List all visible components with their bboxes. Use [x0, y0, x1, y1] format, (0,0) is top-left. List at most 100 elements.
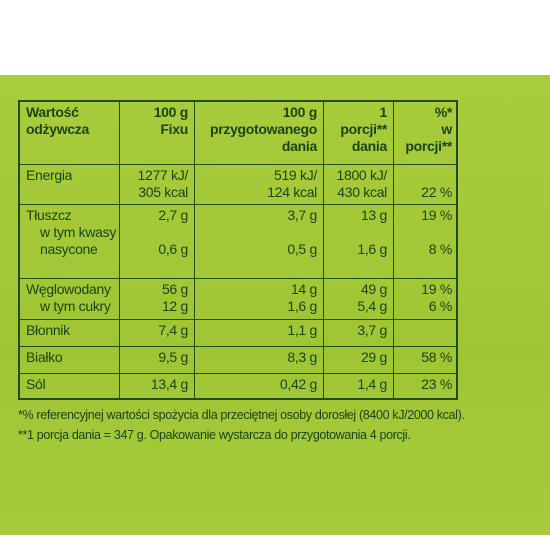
cell-text: 29 g — [360, 349, 387, 365]
table-cell: 19 % 8 % — [394, 205, 458, 279]
cell-text — [400, 224, 452, 241]
cell-text — [400, 322, 452, 339]
cell-text: 6 % — [428, 298, 453, 314]
cell-text: porcji** — [340, 121, 387, 137]
footnote: *% referencyjnej wartości spożycia dla p… — [18, 408, 465, 422]
cell-text: 1,1 g — [287, 322, 317, 338]
table-cell: 8,3 g — [195, 347, 324, 374]
cell-text: 58 % — [421, 349, 452, 365]
table-cell: 1800 kJ/430 kcal — [324, 165, 394, 205]
cell-text: Błonnik — [26, 322, 70, 338]
table-cell: Energia — [20, 165, 120, 205]
table-cell: 13 g 1,6 g — [324, 205, 394, 279]
cell-text: porcji** — [405, 138, 452, 154]
table-cell: 7,4 g — [120, 320, 195, 347]
cell-text: 56 g — [161, 281, 188, 297]
cell-text: 12 g — [161, 298, 188, 314]
cell-text: odżywcza — [26, 121, 89, 137]
table-cell: Białko — [20, 347, 120, 374]
table-cell: 9,5 g — [120, 347, 195, 374]
cell-text: 100 g — [153, 104, 189, 120]
cell-text: 430 kcal — [337, 184, 387, 200]
header-cell: 100 g przygotowanego dania — [195, 102, 324, 165]
cell-text: 1 — [379, 104, 388, 120]
cell-text: 23 % — [421, 376, 452, 392]
cell-text: w tym cukry — [40, 298, 111, 314]
cell-text: dania — [281, 138, 317, 154]
cell-text: 1,6 g — [287, 298, 317, 314]
table-cell: 19 % 6 % — [394, 279, 458, 320]
cell-text: 2,7 g — [158, 207, 188, 223]
table-cell: 1,4 g — [324, 374, 394, 400]
cell-text: 5,4 g — [357, 298, 387, 314]
cell-text: 305 kcal — [138, 184, 188, 200]
header-cell: 1 porcji** dania — [324, 102, 394, 165]
table-cell: Błonnik — [20, 320, 120, 347]
cell-text: 14 g — [290, 281, 317, 297]
cell-text: %* — [434, 104, 453, 120]
cell-text: 8,3 g — [287, 349, 317, 365]
table-cell: Węglowodany w tym cukry — [20, 279, 120, 320]
cell-text: 7,4 g — [158, 322, 188, 338]
header-cell: %* w porcji** — [394, 102, 458, 165]
cell-text — [330, 224, 387, 241]
table-cell: 49 g 5,4 g — [324, 279, 394, 320]
cell-text: 519 kJ/ — [273, 167, 317, 183]
table-cell: 1277 kJ/305 kcal — [120, 165, 195, 205]
table-cell: 23 % — [394, 374, 458, 400]
cell-text: 100 g — [282, 104, 318, 120]
cell-text: Wartość — [26, 104, 79, 120]
cell-text: w — [441, 121, 452, 137]
cell-text: 0,5 g — [287, 241, 317, 257]
cell-text: 1,4 g — [357, 376, 387, 392]
cell-text: przygotowanego — [209, 121, 317, 137]
table-cell: 56 g 12 g — [120, 279, 195, 320]
cell-text: 9,5 g — [158, 349, 188, 365]
table-cell: 3,7 g — [324, 320, 394, 347]
header-cell: 100 g Fixu — [120, 102, 195, 165]
cell-text: 3,7 g — [357, 322, 387, 338]
table-cell: 58 % — [394, 347, 458, 374]
table-cell: 3,7 g 0,5 g — [195, 205, 324, 279]
cell-text: Tłuszcz — [26, 207, 72, 223]
cell-text: 1800 kJ/ — [336, 167, 387, 183]
cell-text: 19 % — [421, 281, 452, 297]
cell-text: 19 % — [421, 207, 452, 223]
cell-text: Fixu — [160, 121, 188, 137]
cell-text — [400, 167, 452, 184]
table-cell: 13,4 g — [120, 374, 195, 400]
cell-text — [126, 224, 188, 241]
table-cell: 22 % — [394, 165, 458, 205]
cell-text: Sól — [26, 376, 46, 392]
table-cell: 2,7 g 0,6 g — [120, 205, 195, 279]
cell-text: w tym kwasy — [40, 224, 117, 240]
cell-text: Białko — [26, 349, 63, 365]
cell-text: Węglowodany — [26, 281, 111, 297]
header-cell: Wartość odżywcza — [20, 102, 120, 165]
nutrition-table: Wartość odżywcza 100 g Fixu 100 g przygotowan… — [18, 100, 458, 400]
cell-text: 22 % — [421, 184, 452, 200]
table-cell: 29 g — [324, 347, 394, 374]
cell-text: 3,7 g — [287, 207, 317, 223]
cell-text: 0,42 g — [279, 376, 317, 392]
green-panel — [0, 75, 550, 535]
table-cell: 1,1 g — [195, 320, 324, 347]
cell-text: 49 g — [360, 281, 387, 297]
cell-text: 13,4 g — [150, 376, 188, 392]
table-cell: Sól — [20, 374, 120, 400]
cell-text: Energia — [26, 167, 73, 183]
cell-text: dania — [351, 138, 387, 154]
cell-text: 1,6 g — [357, 241, 387, 257]
cell-text: 8 % — [428, 241, 453, 257]
table-cell: Tłuszcz w tym kwasy nasycone — [20, 205, 120, 279]
table-cell: 0,42 g — [195, 374, 324, 400]
cell-text: 124 kcal — [267, 184, 317, 200]
cell-text — [201, 224, 317, 241]
cell-text: nasycone — [40, 241, 98, 257]
cell-text: 0,6 g — [158, 241, 188, 257]
cell-text: 1277 kJ/ — [137, 167, 188, 183]
footnote: **1 porcja dania = 347 g. Opakowanie wys… — [18, 428, 411, 442]
table-cell — [394, 320, 458, 347]
table-cell: 14 g 1,6 g — [195, 279, 324, 320]
